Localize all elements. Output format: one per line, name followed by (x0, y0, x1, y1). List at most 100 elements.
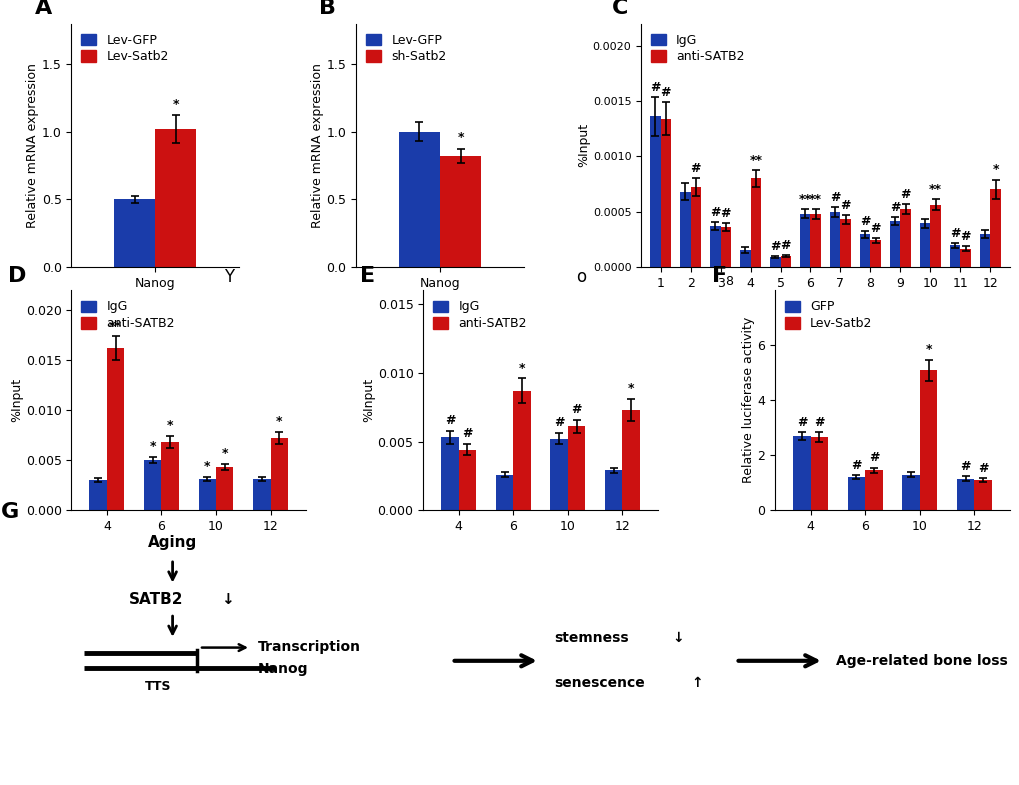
Y-axis label: Relative mRNA expression: Relative mRNA expression (25, 63, 39, 228)
Legend: Lev-GFP, sh-Satb2: Lev-GFP, sh-Satb2 (362, 30, 449, 67)
Text: ↓: ↓ (672, 631, 683, 645)
Bar (979, 234, 989, 267)
Bar (439, 156, 481, 267)
Y-axis label: Relative luciferase activity: Relative luciferase activity (741, 317, 754, 484)
Text: #: # (690, 162, 700, 175)
Text: #: # (960, 460, 970, 473)
Bar (459, 450, 476, 510)
Text: **: ** (808, 193, 821, 206)
Legend: IgG, anti-SATB2: IgG, anti-SATB2 (429, 297, 530, 334)
Bar (847, 477, 864, 510)
Text: C: C (611, 0, 628, 18)
Bar (900, 210, 910, 267)
Bar (155, 129, 197, 267)
Text: ↓: ↓ (221, 593, 234, 608)
Text: Transcription: Transcription (258, 640, 361, 654)
Text: *: * (150, 440, 156, 454)
Text: D: D (8, 265, 26, 286)
Bar (107, 349, 124, 510)
Bar (829, 212, 840, 267)
Text: Y: Y (224, 268, 233, 286)
Text: #: # (813, 416, 823, 429)
Text: Aging: Aging (148, 535, 197, 550)
Bar (495, 474, 513, 510)
Legend: GFP, Lev-Satb2: GFP, Lev-Satb2 (781, 297, 875, 334)
Text: **: ** (109, 319, 122, 333)
Text: #: # (649, 81, 660, 93)
Bar (859, 234, 869, 267)
Text: 8: 8 (725, 276, 733, 288)
Y-axis label: %Input: %Input (362, 378, 374, 422)
Bar (398, 132, 439, 267)
Bar (253, 479, 270, 510)
Bar (270, 438, 287, 510)
Bar (810, 214, 820, 267)
Text: *: * (991, 163, 998, 177)
Text: #: # (660, 86, 671, 99)
Bar (793, 436, 810, 510)
Text: #: # (796, 415, 806, 429)
Text: #: # (553, 417, 564, 429)
Text: senescence: senescence (554, 677, 645, 690)
Bar (660, 119, 671, 267)
Bar (840, 219, 850, 267)
Legend: IgG, anti-SATB2: IgG, anti-SATB2 (77, 297, 178, 334)
Text: #: # (868, 451, 878, 465)
Text: Age-related bone loss: Age-related bone loss (835, 654, 1007, 668)
Bar (568, 426, 585, 510)
Text: *: * (628, 382, 634, 395)
Text: SATB2: SATB2 (128, 593, 182, 608)
Text: *: * (167, 419, 173, 433)
Text: F: F (711, 265, 727, 286)
Bar (780, 256, 790, 267)
Bar (161, 442, 178, 510)
Text: **: ** (928, 184, 942, 196)
Bar (960, 249, 970, 267)
Bar (902, 474, 919, 510)
Text: #: # (780, 239, 790, 252)
Text: *: * (221, 447, 227, 461)
Text: #: # (571, 403, 581, 416)
Bar (810, 437, 827, 510)
Bar (919, 223, 929, 267)
Text: *: * (204, 461, 210, 473)
Text: TTS: TTS (145, 680, 171, 693)
Y-axis label: Relative mRNA expression: Relative mRNA expression (311, 63, 323, 228)
Text: G: G (1, 502, 19, 522)
Bar (441, 437, 459, 510)
Bar (769, 257, 780, 267)
Bar (919, 371, 936, 510)
Text: #: # (719, 207, 731, 220)
Bar (144, 460, 161, 510)
Text: #: # (960, 230, 970, 243)
Bar (973, 480, 990, 510)
Bar (750, 178, 760, 267)
Text: *: * (457, 131, 464, 144)
Text: #: # (829, 191, 840, 203)
Text: #: # (869, 221, 880, 235)
Bar (649, 116, 660, 267)
Text: *: * (276, 415, 282, 429)
Text: *: * (172, 97, 179, 111)
Bar (550, 439, 568, 510)
Text: E: E (360, 265, 375, 286)
Text: #: # (444, 414, 454, 427)
Text: o: o (576, 268, 585, 286)
Bar (949, 246, 960, 267)
Bar (513, 391, 530, 510)
Text: B: B (319, 0, 336, 18)
Text: stemness: stemness (554, 631, 629, 645)
Bar (799, 214, 810, 267)
Bar (216, 467, 233, 510)
Legend: Lev-GFP, Lev-Satb2: Lev-GFP, Lev-Satb2 (77, 30, 172, 67)
Bar (199, 480, 216, 510)
Text: #: # (889, 200, 900, 214)
Text: A: A (35, 0, 52, 18)
Text: **: ** (798, 193, 811, 206)
Bar (680, 192, 690, 267)
Bar (869, 240, 880, 267)
Text: *: * (924, 343, 930, 356)
Bar (90, 480, 107, 510)
Bar (709, 226, 719, 267)
Bar (719, 227, 731, 267)
